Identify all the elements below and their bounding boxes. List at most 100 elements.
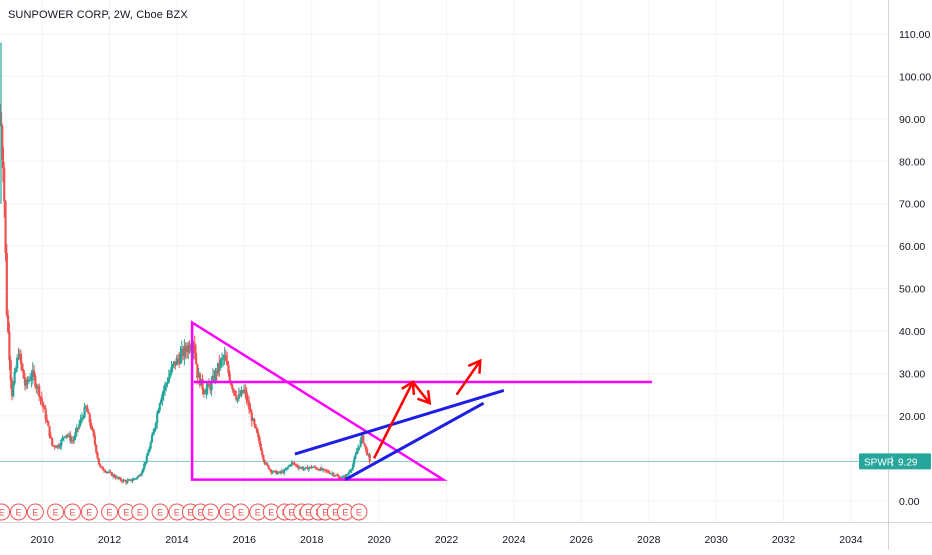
candle-body [362,435,365,444]
candle-body [21,363,24,370]
candle-body [321,468,325,471]
descending-triangle-drawing[interactable] [190,320,448,481]
candle-body [363,443,366,446]
candle-body [96,452,99,459]
candle-body [249,409,252,413]
earnings-marker[interactable]: E [101,503,119,521]
red-arrow-down-head [417,390,432,406]
earnings-marker-label: E [305,508,311,518]
candle-body [118,478,121,480]
candle-body [331,473,334,475]
candle-body [214,370,217,381]
earnings-marker-label: E [255,508,261,518]
candle-body [38,386,41,397]
earnings-marker[interactable]: E [336,503,354,521]
candle-body [165,383,168,386]
earnings-marker-label: E [137,508,143,518]
candle-body [349,470,352,473]
candle-body [153,428,156,433]
x-tick-label: 2030 [704,534,728,546]
candle-body [136,476,139,479]
candles [0,42,371,486]
candle-body [97,458,100,465]
red-arrow-up-2[interactable] [455,360,482,396]
candle-body [146,452,150,456]
candle-body [263,460,266,465]
candle-body [69,434,72,441]
candle-body [257,432,260,438]
candle-body [329,473,332,475]
candle-body [93,436,97,445]
candle-body [327,471,330,473]
last-price-label[interactable]: SPWR 9.29 [859,453,931,470]
candle-body [342,476,345,478]
y-tick-label: 0.00 [899,496,920,508]
upper-trendline-drawing[interactable] [294,389,505,456]
candle-body [144,462,147,464]
y-tick-label: 80.00 [899,156,925,168]
candle-body [36,386,40,388]
candle-body [134,478,137,480]
candle-body [323,468,326,470]
earnings-marker[interactable]: E [262,503,280,521]
candle-body [29,379,32,381]
candle-body [328,472,331,474]
earnings-marker[interactable]: E [63,503,81,521]
earnings-marker[interactable]: E [10,503,28,521]
candle-body [347,472,351,474]
candle-body [367,454,370,456]
earnings-marker-label: E [32,508,38,518]
earnings-marker-circle [350,503,368,521]
lower-trendline-drawing[interactable] [344,401,485,481]
earnings-marker-label: E [342,508,348,518]
candle-body [366,449,369,456]
candle-body [141,468,145,473]
candle-body [25,379,28,386]
earnings-marker[interactable]: E [350,503,368,521]
y-tick-label: 60.00 [899,241,925,253]
candle-body [227,364,230,374]
symbol-title: SUNPOWER CORP, 2W, Cboe BZX [8,9,188,21]
candle-body [150,435,154,443]
earnings-marker[interactable]: E [26,503,44,521]
candle-body [135,478,138,480]
candle-body [152,432,155,436]
candle-body [213,375,216,381]
y-tick-label: 100.00 [899,71,931,83]
candle-body [279,471,282,473]
candle-body [364,445,367,450]
earnings-marker[interactable]: E [47,503,65,521]
earnings-marker[interactable]: E [80,503,98,521]
candle-body [181,348,185,357]
candle-body [268,468,272,470]
candle-body [67,434,71,436]
candle-body [54,446,58,448]
earnings-marker-circle [131,503,149,521]
earnings-marker[interactable]: E [151,503,169,521]
earnings-marker[interactable]: E [131,503,149,521]
candle-body [341,476,344,479]
candle-body [205,388,208,394]
red-arrow-up-1[interactable] [372,381,414,459]
candle-body [262,455,265,461]
candle-body [258,437,261,444]
earnings-marker[interactable]: E [202,503,220,521]
candle-body [302,468,305,470]
candle-body [324,469,327,471]
earnings-marker[interactable]: E [232,503,250,521]
earnings-marker-label: E [0,508,5,518]
candle-body [346,473,349,475]
candle-body [106,471,110,473]
candle-body [228,373,231,382]
earnings-marker[interactable]: E [0,503,11,521]
candle-body [130,479,133,481]
candle-body [80,417,84,419]
candle-body [83,407,86,418]
candle-body [275,470,278,475]
candle-body [31,370,34,377]
candle-body [266,463,269,466]
symbol-legend[interactable]: SUNPOWER CORP, 2W, Cboe BZX [8,9,188,21]
red-arrow-down[interactable] [411,381,431,404]
